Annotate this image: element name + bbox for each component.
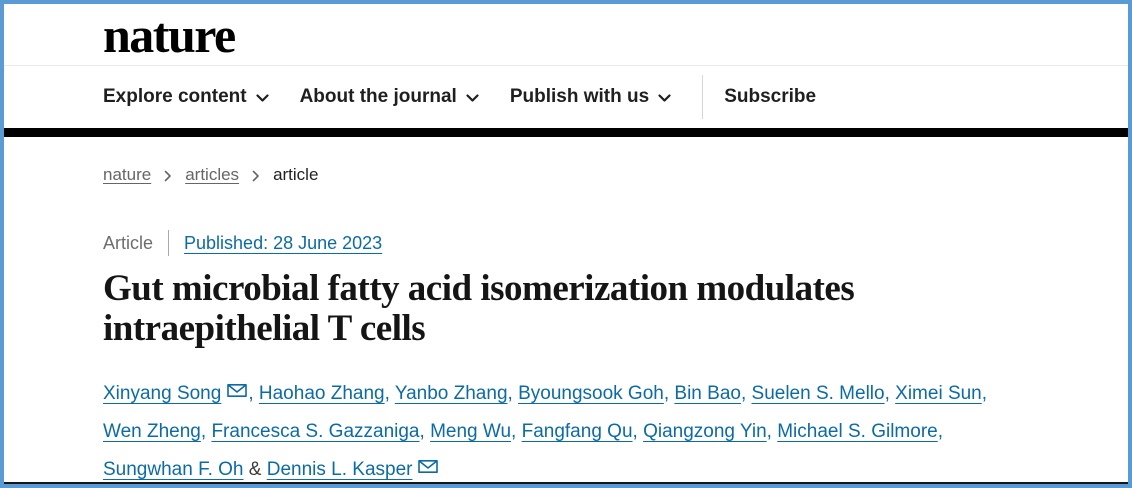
chevron-down-icon [658, 94, 671, 102]
author-separator: & [243, 459, 267, 480]
author-link-meng-wu[interactable]: Meng Wu [430, 421, 512, 442]
breadcrumb-chevron-icon [164, 170, 172, 181]
author-link-francesca-s-gazzaniga[interactable]: Francesca S. Gazzaniga [211, 421, 420, 442]
nav-item-label: Explore content [103, 86, 247, 107]
breadcrumb-item-articles[interactable]: articles [185, 165, 240, 184]
author-separator: , [632, 421, 644, 442]
nav-item-label: About the journal [299, 86, 457, 107]
nav-item-about-the-journal[interactable]: About the journal [300, 86, 479, 108]
site-header: nature Explore content About the journal P… [4, 4, 1128, 128]
author-separator: , [384, 383, 395, 404]
author-link-ximei-sun[interactable]: Ximei Sun [895, 383, 982, 404]
nav-item-label: Subscribe [724, 86, 817, 107]
chevron-down-icon [466, 94, 479, 102]
author-separator: , [766, 421, 778, 442]
author-link-dennis-l-kasper[interactable]: Dennis L. Kasper [266, 459, 413, 480]
nav-item-subscribe[interactable]: Subscribe [724, 86, 816, 108]
author-separator: , [507, 383, 519, 404]
author-separator: , [937, 421, 944, 442]
author-separator: , [981, 383, 988, 404]
breadcrumb-item-article: article [273, 165, 319, 184]
article-meta: Article Published: 28 June 2023 [103, 230, 1128, 256]
author-link-wen-zheng[interactable]: Wen Zheng [103, 421, 201, 442]
article-title: Gut microbial fatty acid isomerization m… [103, 268, 855, 349]
author-separator: , [884, 383, 896, 404]
email-envelope-icon[interactable] [227, 383, 248, 398]
logo-row: nature [4, 4, 1128, 66]
published-date-link[interactable]: Published: 28 June 2023 [184, 232, 383, 253]
author-link-fangfang-qu[interactable]: Fangfang Qu [521, 421, 633, 442]
author-separator: , [663, 383, 675, 404]
author-link-yanbo-zhang[interactable]: Yanbo Zhang [394, 383, 508, 404]
frame-bottom-shadow [4, 482, 1128, 484]
meta-divider [168, 230, 170, 256]
email-envelope-icon[interactable] [418, 459, 439, 474]
author-line: Sungwhan F. Oh & Dennis L. Kasper [103, 451, 1128, 484]
author-separator: , [419, 421, 431, 442]
author-link-suelen-s-mello[interactable]: Suelen S. Mello [751, 383, 885, 404]
author-separator: , [200, 421, 212, 442]
author-link-xinyang-song[interactable]: Xinyang Song [103, 383, 222, 404]
author-line: Xinyang Song, Haohao Zhang, Yanbo Zhang,… [103, 375, 1128, 413]
author-list: Xinyang Song, Haohao Zhang, Yanbo Zhang,… [103, 375, 1128, 484]
breadcrumb-chevron-icon [252, 170, 259, 181]
nav-item-explore-content[interactable]: Explore content [103, 86, 269, 108]
breadcrumb-item-nature[interactable]: nature [103, 165, 152, 184]
article-main: nature articles article Article Published:… [4, 164, 1128, 484]
author-separator: , [248, 383, 259, 404]
breadcrumb: nature articles article [103, 164, 1128, 186]
article-type-label: Article [103, 232, 154, 253]
author-link-michael-s-gilmore[interactable]: Michael S. Gilmore [777, 421, 938, 442]
main-nav: Explore content About the journal Publish … [4, 66, 1128, 128]
author-line: Wen Zheng, Francesca S. Gazzaniga, Meng … [103, 413, 1128, 451]
author-link-sungwhan-f-oh[interactable]: Sungwhan F. Oh [103, 459, 244, 480]
author-separator: , [740, 383, 752, 404]
nav-item-publish-with-us[interactable]: Publish with us [510, 86, 671, 108]
nav-divider [702, 75, 704, 119]
nature-logo[interactable]: nature [103, 6, 236, 63]
nav-item-label: Publish with us [509, 86, 650, 107]
chevron-down-icon [255, 94, 269, 102]
author-link-qiangzong-yin[interactable]: Qiangzong Yin [643, 421, 767, 442]
header-divider-bar [4, 128, 1128, 137]
author-link-haohao-zhang[interactable]: Haohao Zhang [258, 383, 385, 404]
author-separator: , [511, 421, 522, 442]
author-link-bin-bao[interactable]: Bin Bao [674, 383, 741, 404]
author-link-byoungsook-goh[interactable]: Byoungsook Goh [518, 383, 664, 404]
